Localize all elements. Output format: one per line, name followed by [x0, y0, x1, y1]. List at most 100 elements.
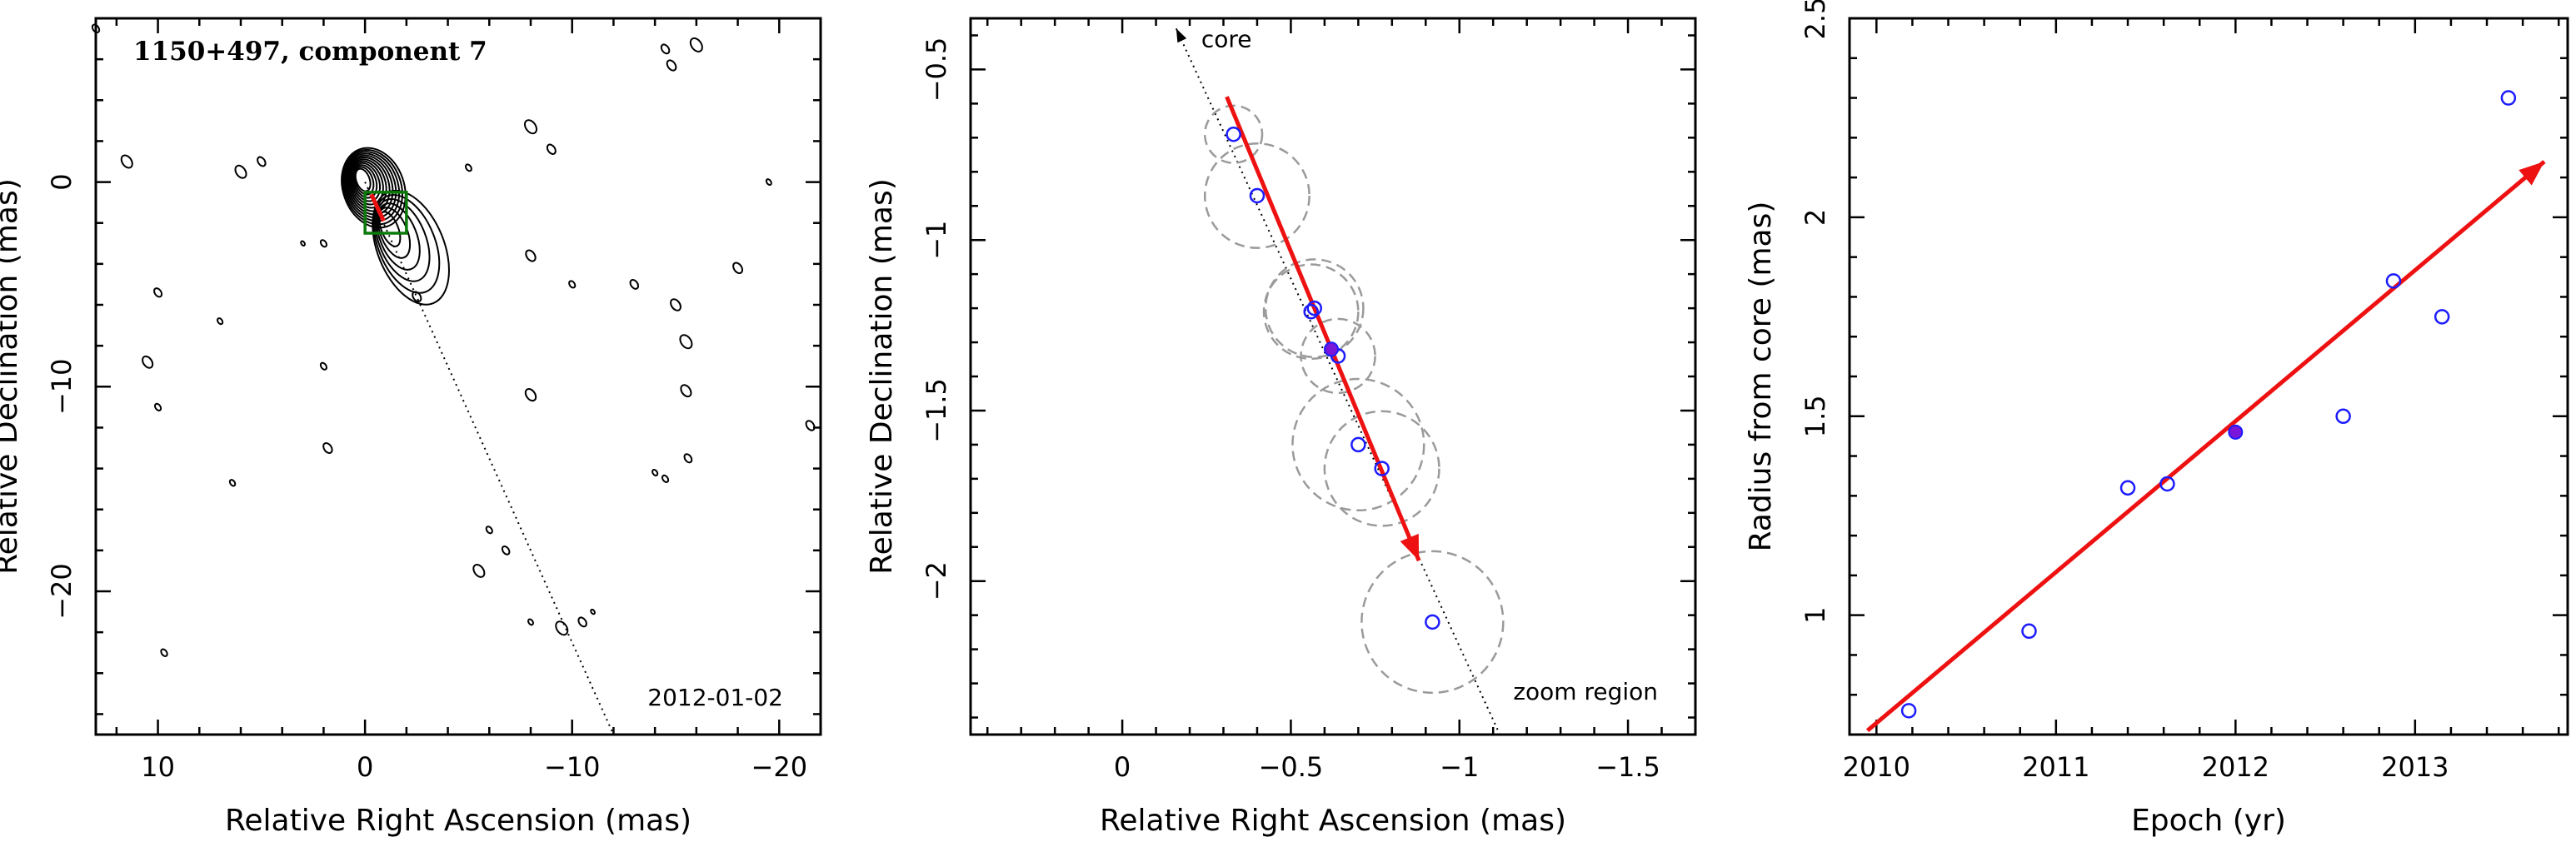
x-tick-label: 0 — [357, 751, 373, 783]
y-tick-label: −0.5 — [921, 37, 952, 102]
y-tick-label: −10 — [46, 359, 77, 416]
noise-contour — [120, 154, 133, 169]
noise-contour — [153, 287, 163, 298]
noise-contour — [472, 563, 486, 578]
x-tick-label: 2012 — [2202, 751, 2269, 783]
zoom-region-label: zoom region — [1513, 678, 1658, 705]
x-tick-label: 2013 — [2381, 751, 2449, 783]
y-axis-label: Relative Declination (mas) — [865, 178, 899, 575]
x-tick-label: −20 — [751, 751, 808, 783]
y-tick-label: 0 — [46, 173, 77, 190]
y-tick-label: 2.5 — [1800, 0, 1831, 39]
core-label: core — [1201, 25, 1252, 52]
x-axis-label: Relative Right Ascension (mas) — [225, 804, 691, 838]
noise-contour — [412, 291, 422, 303]
plot-frame — [1848, 17, 2569, 736]
observation-date: 2012-01-02 — [647, 684, 783, 711]
fit-arrow — [1865, 160, 2546, 733]
highlighted-point — [2228, 424, 2244, 440]
noise-contour — [142, 355, 154, 369]
x-tick-label: −1 — [1440, 751, 1479, 783]
uncertainty-circle — [1262, 263, 1360, 361]
noise-contour — [523, 119, 538, 135]
noise-contour — [683, 453, 693, 464]
noise-contour — [629, 279, 640, 290]
noise-contour — [805, 420, 816, 431]
noise-contour — [590, 608, 596, 615]
noise-contour — [228, 479, 237, 487]
noise-contour — [525, 249, 537, 262]
noise-contour — [732, 262, 744, 275]
jet-contour-ring — [374, 198, 431, 282]
y-tick-label: −1.5 — [921, 378, 952, 443]
uncertainty-circle — [1203, 104, 1264, 164]
data-point — [2021, 623, 2037, 640]
zoom-region-box — [363, 191, 408, 235]
noise-contour — [464, 163, 472, 172]
noise-contour — [257, 156, 267, 167]
uncertainty-circle — [1203, 142, 1310, 249]
x-axis-label: Relative Right Ascension (mas) — [1100, 804, 1566, 838]
noise-contour — [322, 442, 333, 454]
noise-contour — [568, 280, 577, 289]
uncertainty-circle — [1300, 317, 1376, 395]
fit-arrow-head — [2519, 162, 2544, 186]
y-axis-label: Relative Declination (mas) — [0, 178, 24, 575]
data-point — [2500, 90, 2517, 106]
uncertainty-circle — [1291, 377, 1425, 512]
noise-contour — [485, 526, 493, 535]
noise-contour — [546, 143, 557, 155]
noise-contour — [651, 468, 659, 477]
y-tick-label: 1 — [1800, 606, 1831, 623]
fit-arrow-head — [1400, 533, 1420, 561]
y-tick-label: 2 — [1800, 209, 1831, 226]
data-point — [1306, 300, 1322, 316]
core-contour-ring — [342, 148, 403, 226]
x-axis-label: Epoch (yr) — [2131, 804, 2286, 838]
noise-contour — [661, 474, 670, 483]
noise-contour — [501, 545, 511, 556]
y-tick-label: −1 — [921, 221, 952, 260]
data-point — [1226, 126, 1241, 142]
fit-arrow — [1225, 96, 1421, 562]
noise-contour — [154, 402, 162, 411]
y-axis-label: Radius from core (mas) — [1744, 202, 1778, 552]
noise-contour — [679, 334, 693, 350]
data-point — [2335, 408, 2351, 425]
y-tick-label: 1.5 — [1800, 395, 1831, 437]
data-point — [1374, 461, 1390, 476]
noise-contour — [319, 361, 327, 371]
data-point — [1249, 187, 1266, 204]
noise-contour — [660, 43, 671, 55]
noise-contour — [577, 616, 587, 628]
y-tick-label: −20 — [46, 563, 77, 620]
data-point — [1900, 703, 1917, 719]
data-point — [1425, 614, 1440, 630]
highlighted-point — [1323, 341, 1339, 357]
panel-zoom-region: 0 −0.5 −1 −1.5 −0.5 −1 −1.5 −2 Relative Right As… — [865, 17, 1697, 838]
noise-contour — [765, 178, 772, 186]
plot-frame — [94, 17, 822, 736]
noise-contour — [670, 298, 681, 311]
noise-contour — [217, 317, 224, 326]
jet-direction-line — [1175, 27, 1501, 735]
uncertainty-circle — [1360, 550, 1505, 695]
noise-contour — [300, 240, 306, 247]
panel-radius-vs-epoch: 2010 2011 2012 2013 1 1.5 2 2.5 Epoch (yr) Radius… — [1744, 0, 2569, 838]
data-point — [2434, 309, 2450, 325]
x-tick-label: 0 — [1114, 751, 1131, 783]
data-point — [1303, 303, 1319, 320]
x-tick-label: −10 — [544, 751, 601, 783]
plot-frame — [969, 17, 1697, 736]
y-tick-label: −2 — [921, 561, 952, 600]
data-point — [2385, 273, 2402, 289]
data-point — [1350, 436, 1366, 453]
core-contours — [91, 23, 816, 657]
panel-contour-map: 10 0 −10 −20 0 −10 −20 Relative Right Ascension… — [0, 17, 822, 838]
noise-contour — [680, 384, 692, 398]
noise-contour — [666, 59, 677, 72]
jet-contour-ring — [372, 193, 441, 294]
noise-contour — [689, 37, 703, 52]
noise-contour — [524, 388, 537, 402]
